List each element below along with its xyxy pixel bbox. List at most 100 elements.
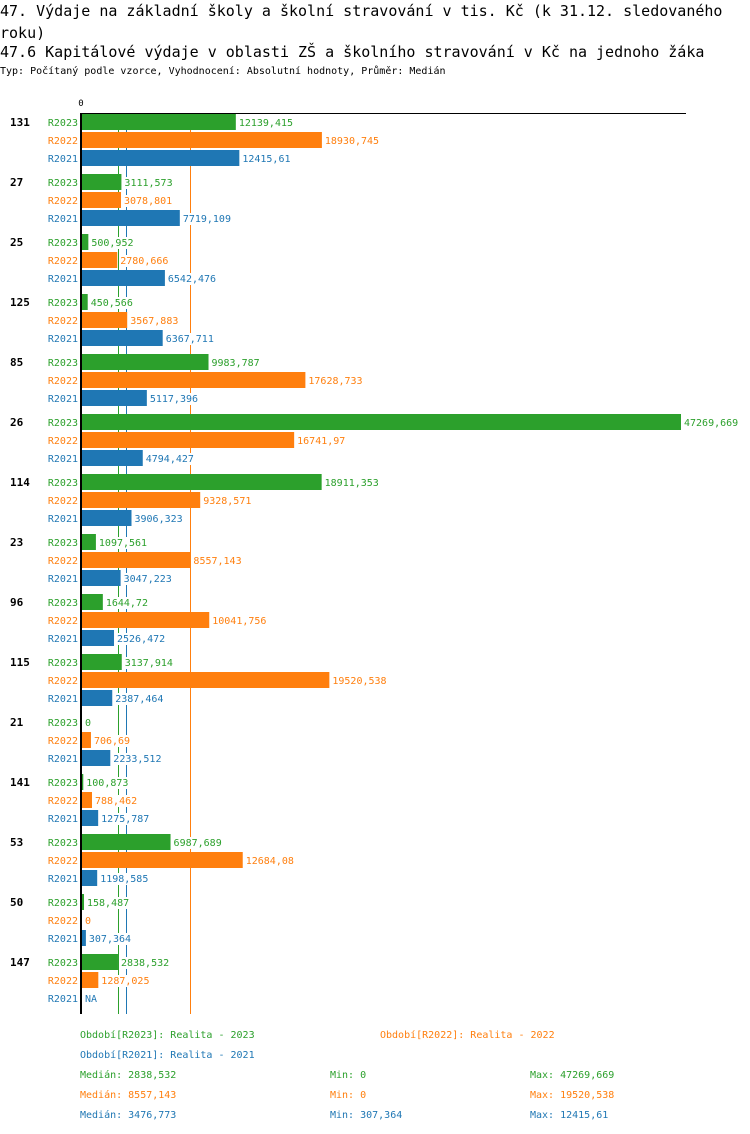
- series-label: R2022: [48, 556, 78, 567]
- series-label: R2023: [48, 838, 78, 849]
- category-label: 147: [10, 956, 30, 969]
- category-label: 23: [10, 536, 23, 549]
- data-label: 100,873: [86, 778, 128, 789]
- series-label: R2021: [48, 634, 78, 645]
- series-label: R2022: [48, 976, 78, 987]
- data-label-background: [241, 153, 293, 165]
- data-label-background: [296, 435, 347, 447]
- data-label-background: [323, 135, 381, 147]
- bar: [82, 930, 86, 946]
- data-label-background: [133, 513, 185, 525]
- data-label: 6542,476: [168, 274, 216, 285]
- series-label: R2022: [48, 256, 78, 267]
- series-label: R2023: [48, 538, 78, 549]
- data-label-background: [99, 873, 150, 885]
- data-label-background: [93, 795, 139, 807]
- bar: [82, 552, 191, 568]
- data-label-background: [683, 417, 740, 429]
- data-label: 158,487: [87, 898, 129, 909]
- series-label: R2021: [48, 994, 78, 1005]
- data-label: 10041,756: [212, 616, 266, 627]
- data-label: 12415,61: [242, 154, 290, 165]
- category-label: 114: [10, 476, 30, 489]
- bar: [82, 690, 113, 706]
- series-label: R2021: [48, 814, 78, 825]
- data-label: 307,364: [89, 934, 131, 945]
- data-label-background: [202, 495, 254, 507]
- data-label-background: [92, 735, 132, 747]
- data-label: 6367,711: [166, 334, 214, 345]
- chart-subtitle-indicator: 47.6 Kapitálové výdaje v oblasti ZŠ a šk…: [0, 43, 705, 61]
- stat-max-r2021: Max: 12415,61: [530, 1110, 609, 1121]
- bar: [82, 870, 98, 886]
- series-label: R2021: [48, 934, 78, 945]
- category-label: 26: [10, 416, 24, 429]
- data-label: 3111,573: [124, 178, 172, 189]
- data-label: NA: [85, 994, 97, 1005]
- data-label-background: [166, 273, 218, 285]
- series-label: R2023: [48, 718, 78, 729]
- x-tick-label: 0: [78, 99, 83, 109]
- chart-type-description: Typ: Počítaný podle vzorce, Vyhodnocení:…: [0, 66, 446, 77]
- data-label-background: [331, 675, 389, 687]
- bar: [82, 210, 180, 226]
- bar: [82, 954, 118, 970]
- series-label: R2022: [48, 436, 78, 447]
- bar: [82, 612, 210, 628]
- stat-min-r2021: Min: 307,364: [330, 1110, 403, 1121]
- series-label: R2021: [48, 334, 78, 345]
- data-label: 18911,353: [325, 478, 379, 489]
- bar: [82, 450, 143, 466]
- stat-max-r2022: Max: 19520,538: [530, 1090, 615, 1101]
- category-label: 25: [10, 236, 23, 249]
- data-label: 8557,143: [193, 556, 241, 567]
- bar: [82, 390, 147, 406]
- data-label: 2233,512: [113, 754, 161, 765]
- data-label: 0: [85, 916, 91, 927]
- bar: [82, 252, 118, 268]
- data-label-background: [122, 573, 174, 585]
- data-label-background: [100, 813, 151, 825]
- bar: [82, 294, 88, 310]
- data-label-background: [84, 717, 93, 729]
- data-label: 5117,396: [150, 394, 198, 405]
- data-label-background: [84, 915, 93, 927]
- data-label: 17628,733: [308, 376, 362, 387]
- bar: [82, 354, 209, 370]
- data-label: 3137,914: [125, 658, 173, 669]
- data-label: 47269,669: [684, 418, 738, 429]
- data-label-background: [211, 615, 269, 627]
- data-label-background: [90, 237, 136, 249]
- category-label: 131: [10, 116, 30, 129]
- bar: [82, 192, 122, 208]
- category-label: 141: [10, 776, 30, 789]
- bar: [82, 492, 201, 508]
- data-label-background: [172, 837, 224, 849]
- series-label: R2021: [48, 694, 78, 705]
- stat-median-r2022: Medián: 8557,143: [80, 1090, 177, 1101]
- data-label-background: [85, 777, 130, 789]
- bar: [82, 234, 89, 250]
- category-label: 85: [10, 356, 23, 369]
- data-label-background: [164, 333, 216, 345]
- series-label: R2021: [48, 754, 78, 765]
- bar: [82, 372, 306, 388]
- series-label: R2023: [48, 238, 78, 249]
- category-label: 50: [10, 896, 23, 909]
- series-label: R2022: [48, 736, 78, 747]
- data-label: 3906,323: [135, 514, 183, 525]
- data-label-background: [89, 297, 135, 309]
- series-label: R2022: [48, 856, 78, 867]
- series-label: R2023: [48, 778, 78, 789]
- series-label: R2023: [48, 658, 78, 669]
- series-label: R2022: [48, 496, 78, 507]
- chart-title-line-1: 47. Výdaje na základní školy a školní st…: [0, 2, 723, 20]
- series-label: R2022: [48, 316, 78, 327]
- bar: [82, 630, 115, 646]
- data-label-background: [192, 555, 244, 567]
- bar: [82, 132, 322, 148]
- series-label: R2021: [48, 394, 78, 405]
- chart-title-line-2: roku): [0, 24, 46, 42]
- bar: [82, 534, 96, 550]
- series-label: R2022: [48, 376, 78, 387]
